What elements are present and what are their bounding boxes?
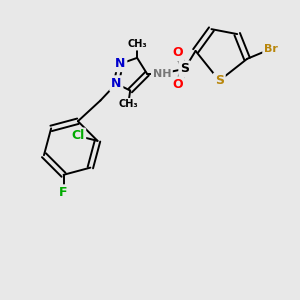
- Text: N: N: [111, 77, 122, 90]
- Text: O: O: [172, 78, 183, 91]
- Text: CH₃: CH₃: [118, 99, 138, 110]
- Text: S: S: [215, 74, 224, 87]
- Text: F: F: [59, 186, 68, 199]
- Text: Br: Br: [264, 44, 278, 54]
- Text: N: N: [115, 57, 125, 70]
- Text: O: O: [172, 46, 183, 59]
- Text: CH₃: CH₃: [127, 39, 147, 49]
- Text: Cl: Cl: [71, 129, 84, 142]
- Text: S: S: [180, 62, 189, 75]
- Text: NH: NH: [153, 69, 171, 79]
